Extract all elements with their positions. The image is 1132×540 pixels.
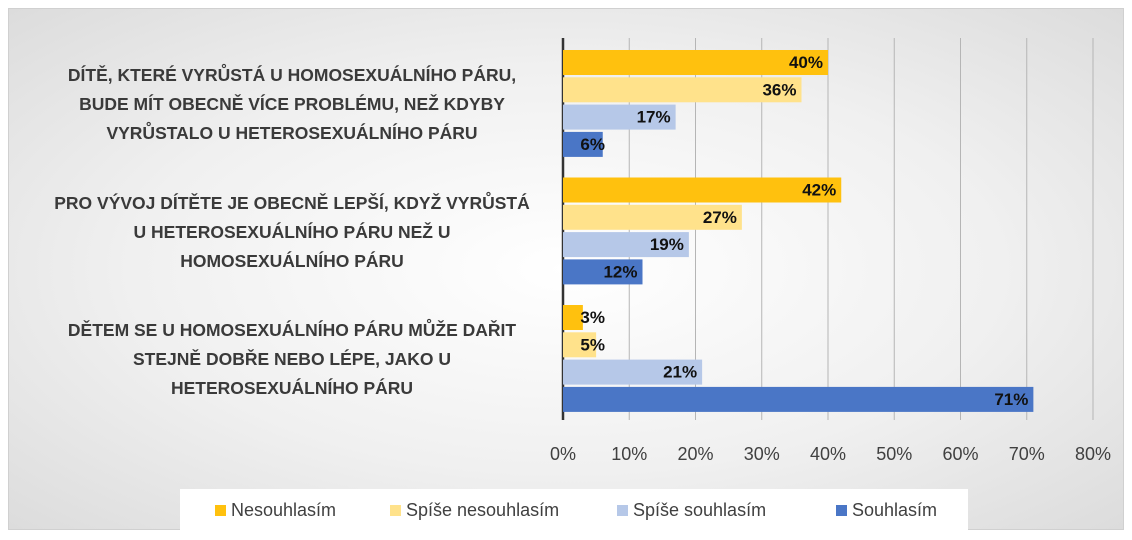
data-label: 27% [703, 208, 737, 227]
x-tick-label: 60% [942, 444, 978, 464]
data-label: 12% [603, 262, 637, 281]
x-tick-label: 0% [550, 444, 576, 464]
data-label: 71% [994, 390, 1028, 409]
legend-label: Spíše souhlasím [633, 500, 766, 520]
legend-swatch [836, 505, 847, 516]
legend-swatch [617, 505, 628, 516]
bar [563, 232, 689, 258]
bar [563, 177, 842, 203]
bar [563, 50, 828, 75]
bar [563, 104, 676, 130]
x-tick-label: 80% [1075, 444, 1111, 464]
x-tick-label: 40% [810, 444, 846, 464]
data-label: 21% [663, 363, 697, 382]
bar [563, 305, 583, 330]
x-tick-label: 70% [1009, 444, 1045, 464]
data-label: 3% [580, 308, 605, 327]
data-label: 19% [650, 235, 684, 254]
category-label: DĚTEM SE U HOMOSEXUÁLNÍHO PÁRU MŮŽE DAŘI… [67, 320, 517, 399]
category-label: DÍTĚ, KTERÉ VYRŮSTÁ U HOMOSEXUÁLNÍHO PÁR… [67, 65, 517, 144]
data-label: 40% [789, 53, 823, 72]
bar [563, 332, 597, 358]
legend-swatch [215, 505, 226, 516]
bar [563, 131, 603, 157]
legend-label: Spíše nesouhlasím [406, 500, 559, 520]
bar [563, 359, 703, 385]
bar [563, 77, 802, 103]
data-label: 42% [802, 180, 836, 199]
legend-swatch [390, 505, 401, 516]
category-label: PRO VÝVOJ DÍTĚTE JE OBECNĚ LEPŠÍ, KDYŽ V… [54, 192, 530, 271]
bar [563, 386, 1034, 412]
bar [563, 259, 643, 285]
data-label: 5% [580, 335, 605, 354]
legend-label: Souhlasím [852, 500, 937, 520]
legend-label: Nesouhlasím [231, 500, 336, 520]
data-label: 6% [580, 135, 605, 154]
bar [563, 204, 742, 230]
x-tick-label: 10% [611, 444, 647, 464]
x-tick-label: 30% [744, 444, 780, 464]
x-tick-label: 50% [876, 444, 912, 464]
data-label: 17% [637, 108, 671, 127]
data-label: 36% [762, 80, 796, 99]
x-tick-label: 20% [677, 444, 713, 464]
